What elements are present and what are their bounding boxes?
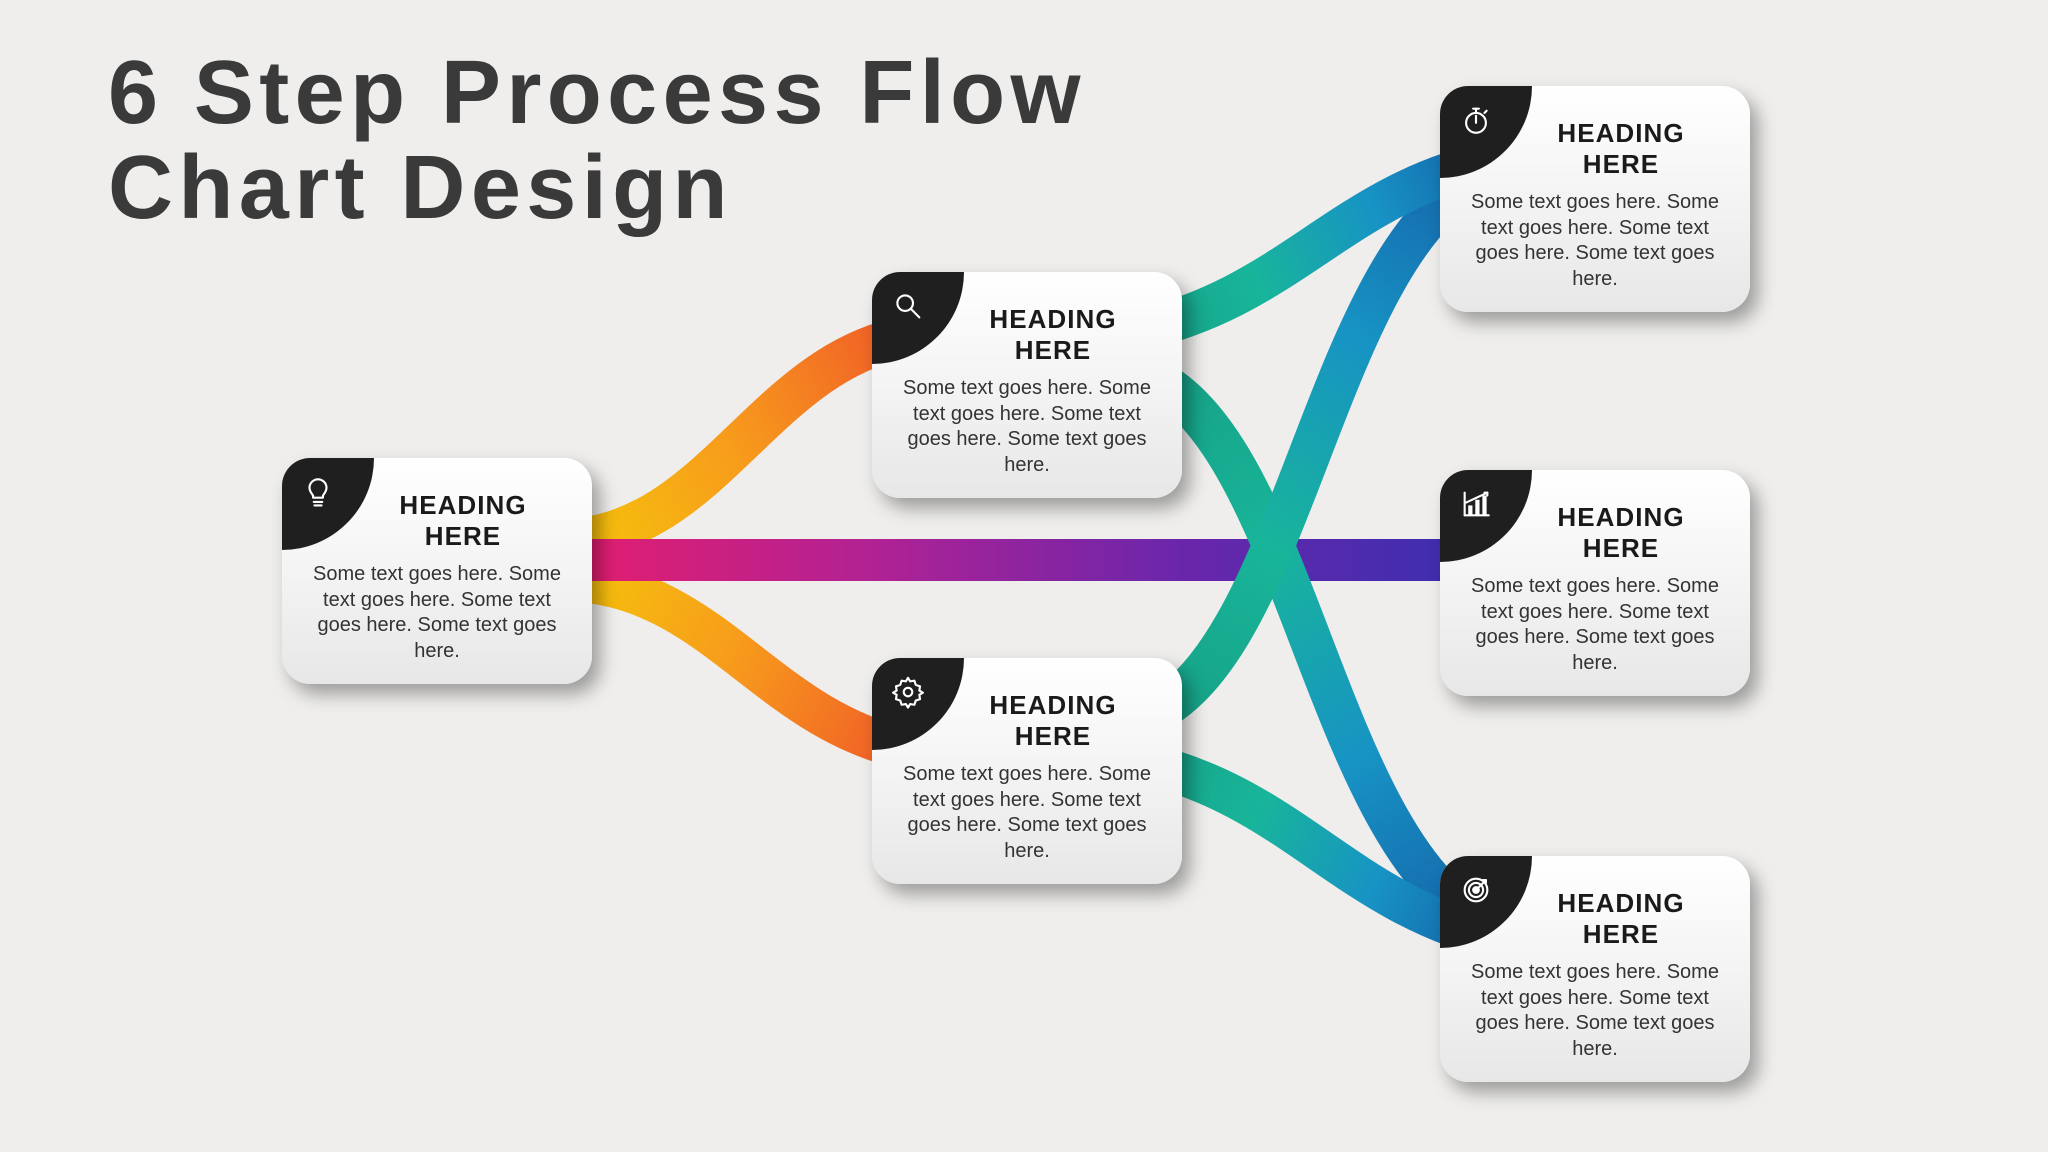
process-card-n6: HEADING HERE Some text goes here. Some t… — [1440, 856, 1750, 1082]
title-line-2: Chart Design — [108, 141, 1086, 236]
magnifier-icon — [891, 289, 925, 328]
card-badge — [282, 458, 374, 550]
process-card-n3: HEADING HERE Some text goes here. Some t… — [872, 658, 1182, 884]
process-card-n4: HEADING HERE Some text goes here. Some t… — [1440, 86, 1750, 312]
infographic-canvas: 6 Step Process Flow Chart Design HEADING… — [0, 0, 2048, 1152]
card-body: Some text goes here. Some text goes here… — [310, 562, 564, 664]
target-icon — [1459, 873, 1493, 912]
card-body: Some text goes here. Some text goes here… — [1468, 190, 1722, 292]
card-badge — [1440, 86, 1532, 178]
stopwatch-icon — [1459, 103, 1493, 142]
lightbulb-icon — [301, 475, 335, 514]
card-badge — [872, 658, 964, 750]
connector-n1-n2 — [558, 336, 910, 540]
process-card-n2: HEADING HERE Some text goes here. Some t… — [872, 272, 1182, 498]
process-card-n5: HEADING HERE Some text goes here. Some t… — [1440, 470, 1750, 696]
process-card-n1: HEADING HERE Some text goes here. Some t… — [282, 458, 592, 684]
card-badge — [1440, 856, 1532, 948]
card-body: Some text goes here. Some text goes here… — [900, 376, 1154, 478]
card-body: Some text goes here. Some text goes here… — [900, 762, 1154, 864]
barchart-icon — [1459, 487, 1493, 526]
card-badge — [872, 272, 964, 364]
title-line-1: 6 Step Process Flow — [108, 46, 1086, 141]
card-badge — [1440, 470, 1532, 562]
card-body: Some text goes here. Some text goes here… — [1468, 574, 1722, 676]
card-body: Some text goes here. Some text goes here… — [1468, 960, 1722, 1062]
page-title: 6 Step Process Flow Chart Design — [108, 46, 1086, 235]
connector-n1-n3 — [558, 580, 910, 750]
gear-icon — [891, 675, 925, 714]
